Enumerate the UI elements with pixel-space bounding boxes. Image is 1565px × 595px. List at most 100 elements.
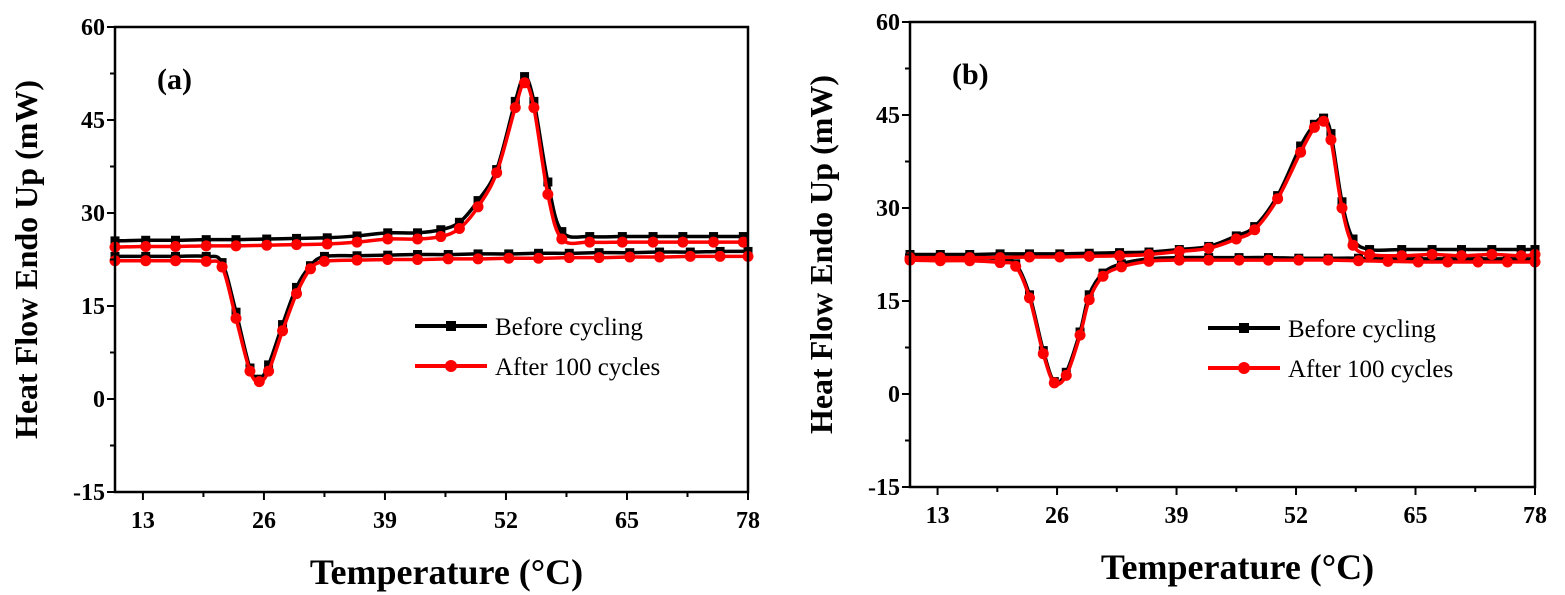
data-point-circle xyxy=(244,365,256,377)
y-tick-label: 15 xyxy=(876,289,900,315)
data-point-circle xyxy=(708,236,720,248)
data-point-circle xyxy=(351,236,363,248)
data-point-square xyxy=(413,228,423,238)
data-point-circle xyxy=(684,250,696,262)
x-axis-label: Temperature (°C) xyxy=(310,552,583,592)
data-point-circle xyxy=(263,365,275,377)
data-point-circle xyxy=(1114,250,1126,262)
legend-label: Before cycling xyxy=(495,314,643,341)
data-point-square xyxy=(231,235,241,245)
data-point-circle xyxy=(453,223,465,234)
data-point-circle xyxy=(737,236,749,248)
y-tick-label: 45 xyxy=(81,108,105,134)
data-point-circle xyxy=(382,254,394,265)
data-point-square xyxy=(617,232,627,242)
data-point-circle xyxy=(1295,146,1307,158)
data-point-circle xyxy=(1472,256,1484,268)
data-point-circle xyxy=(624,251,636,263)
data-point-circle xyxy=(200,240,212,252)
data-point-circle xyxy=(253,376,265,388)
data-point-circle xyxy=(412,254,424,265)
legend-marker-circle xyxy=(445,360,457,372)
data-point-circle xyxy=(584,236,596,248)
data-point-square xyxy=(510,96,520,106)
data-point-circle xyxy=(714,250,726,262)
data-point-circle xyxy=(170,240,182,252)
data-point-square xyxy=(738,232,748,242)
data-point-circle xyxy=(1382,255,1394,267)
chart-panel-0: 13 26 39 52 65 78 -15 0 15 30 45 60 Temperature (°C)… xyxy=(8,15,760,592)
data-point-circle xyxy=(1230,233,1242,245)
data-point-square xyxy=(292,233,302,243)
legend-marker-square xyxy=(1239,323,1249,333)
x-axis-label: Temperature (°C) xyxy=(1101,547,1374,587)
data-point-circle xyxy=(472,201,484,213)
data-point-circle xyxy=(563,252,575,264)
y-tick-label: 30 xyxy=(81,201,105,227)
data-point-circle xyxy=(1233,254,1245,266)
data-point-square xyxy=(1348,234,1358,244)
y-tick-label: -15 xyxy=(868,475,900,501)
data-point-square xyxy=(171,235,181,245)
data-point-circle xyxy=(1486,249,1498,260)
data-point-circle xyxy=(556,233,568,245)
data-point-circle xyxy=(1143,255,1155,267)
data-point-circle xyxy=(230,240,242,252)
data-point-circle xyxy=(1262,254,1274,266)
data-point-square xyxy=(585,232,595,242)
x-tick-label: 52 xyxy=(494,508,518,534)
data-point-circle xyxy=(1272,193,1284,205)
data-point-circle xyxy=(1203,254,1215,266)
data-point-circle xyxy=(140,240,152,252)
data-point-circle xyxy=(230,312,242,324)
data-point-circle xyxy=(1074,329,1086,341)
data-point-circle xyxy=(1322,254,1334,266)
x-tick-label: 65 xyxy=(1404,503,1428,529)
y-tick-label: 60 xyxy=(876,10,900,36)
data-point-circle xyxy=(291,288,303,300)
data-point-square xyxy=(262,234,272,244)
data-point-circle xyxy=(654,251,666,263)
data-point-square xyxy=(1456,245,1466,255)
data-point-circle xyxy=(140,255,152,267)
data-point-circle xyxy=(1010,260,1022,272)
data-point-circle xyxy=(542,188,554,200)
data-point-circle xyxy=(934,255,946,267)
data-point-square xyxy=(454,217,464,227)
data-point-circle xyxy=(472,253,484,265)
y-tick-label: 0 xyxy=(93,387,105,413)
data-point-circle xyxy=(170,255,182,267)
data-point-square xyxy=(543,177,553,187)
y-tick-label: 15 xyxy=(81,294,105,320)
x-tick-label: 78 xyxy=(736,508,760,534)
data-point-circle xyxy=(528,102,540,114)
series-line-0-heating xyxy=(909,115,1536,257)
data-point-square xyxy=(141,235,151,245)
data-point-square xyxy=(352,231,362,241)
data-point-circle xyxy=(1308,121,1320,133)
data-point-square xyxy=(648,232,658,242)
data-point-circle xyxy=(1023,292,1035,304)
series-line-0-heating xyxy=(114,74,744,243)
data-point-square xyxy=(473,196,483,206)
data-point-circle xyxy=(616,236,628,248)
legend-label: After 100 cycles xyxy=(1288,356,1453,383)
data-point-square xyxy=(383,228,393,238)
legend-marker-square xyxy=(446,321,456,331)
data-point-circle xyxy=(593,252,605,264)
data-point-square xyxy=(557,227,567,237)
x-tick-label: 26 xyxy=(1045,503,1069,529)
data-point-circle xyxy=(291,239,303,251)
data-point-circle xyxy=(1097,270,1109,282)
data-point-circle xyxy=(318,255,330,267)
data-point-square xyxy=(201,235,211,245)
data-point-circle xyxy=(677,236,689,248)
data-point-circle xyxy=(519,77,531,89)
x-tick-label: 65 xyxy=(615,508,639,534)
data-point-circle xyxy=(1083,294,1095,306)
data-point-circle xyxy=(1353,255,1365,267)
data-point-circle xyxy=(1115,261,1127,273)
data-point-circle xyxy=(261,239,273,251)
x-tick-label: 52 xyxy=(1284,503,1308,529)
data-point-square xyxy=(292,282,302,292)
